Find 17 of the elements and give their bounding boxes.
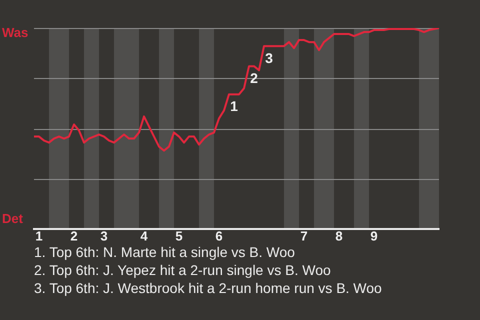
x-tick-label: 3 <box>100 228 108 244</box>
text: 3. Top 6th: J. Westbrook hit a 2-run home run vs B. Woo <box>34 279 382 297</box>
x-tick-label: 4 <box>140 228 148 244</box>
text: Det <box>2 211 23 226</box>
x-tick-label: 5 <box>175 228 183 244</box>
x-tick-label: 8 <box>335 228 343 244</box>
x-tick-label: 6 <box>215 228 223 244</box>
annotation: 3 <box>265 50 274 66</box>
x-tick-label: 7 <box>300 228 308 244</box>
annotation: 2 <box>250 70 258 86</box>
text: Was <box>2 25 28 40</box>
x-tick-label: 1 <box>35 228 43 244</box>
text: 1. Top 6th: N. Marte hit a single vs B. Woo <box>34 243 296 261</box>
x-tick-label: 2 <box>70 228 78 244</box>
x-tick-label: 9 <box>370 228 378 244</box>
annotation: 1 <box>230 98 238 114</box>
text: 2. Top 6th: J. Yepez hit a 2-run single vs B. Woo <box>34 261 332 279</box>
